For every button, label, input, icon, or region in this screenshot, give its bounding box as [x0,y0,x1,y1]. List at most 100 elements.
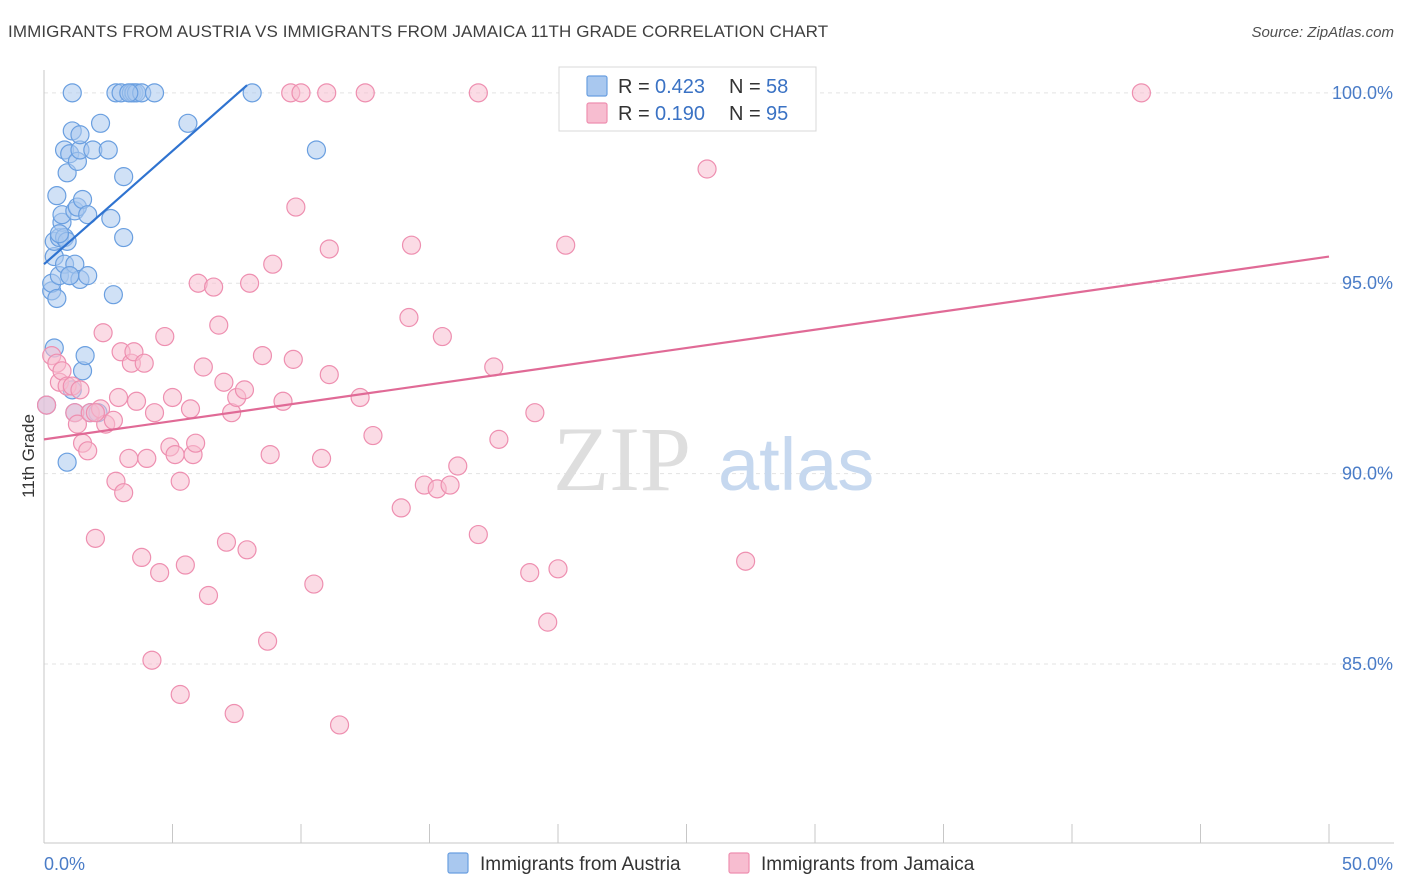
legend-r-label-jamaica: R = [618,103,650,125]
y-tick-labels: 85.0% 90.0% 95.0% 100.0% [1332,83,1393,674]
watermark-atlas: atlas [718,423,874,506]
data-point [240,273,260,293]
data-point [306,140,327,160]
legend-r-value-jamaica: 0.190 [655,103,705,125]
data-point [283,349,303,369]
data-point [329,715,350,735]
data-point [468,524,488,545]
data-point [150,563,170,583]
legend-n-value-austria: 58 [766,76,788,98]
legend-swatch-austria [586,75,608,97]
x-ticks [43,824,1330,843]
legend-n-label-jamaica: N = [729,103,761,125]
legend-r-label-austria: R = [618,76,650,98]
data-point [162,387,183,408]
data-point [155,326,175,347]
data-point [736,551,756,571]
data-point [137,448,157,469]
data-point [350,387,370,408]
trend-line-austria [43,84,248,266]
data-point [114,167,134,187]
data-point [126,391,147,411]
data-point [242,83,262,103]
data-point [399,307,419,328]
data-point [273,391,293,411]
grid-lines [44,92,1394,665]
data-point [1131,83,1151,103]
data-point [252,345,273,366]
data-point [98,140,118,160]
jamaica-points [36,83,1151,735]
data-point [49,224,70,244]
x-tick-label-min: 0.0% [44,854,85,874]
data-point [114,483,134,503]
y-tick-label: 85.0% [1342,654,1393,674]
data-point [440,475,460,495]
data-point [90,113,111,133]
data-point [132,547,152,568]
data-point [170,684,190,705]
data-point [75,345,95,366]
bottom-legend-label-jamaica: Immigrants from Jamaica [761,854,975,875]
data-point [234,380,255,400]
y-tick-label: 95.0% [1342,273,1393,293]
y-tick-label: 100.0% [1332,83,1393,103]
data-point [556,235,576,255]
data-point [70,125,90,145]
bottom-legend-label-austria: Immigrants from Austria [480,854,681,875]
data-point [57,452,77,472]
data-point [93,323,113,343]
data-point [291,83,311,103]
bottom-legend-swatch-jamaica [728,852,750,874]
data-point [484,357,504,377]
austria-points [36,83,327,472]
data-point [119,448,139,469]
bottom-legend-swatch-austria [447,852,469,874]
watermark-zip: ZIP [553,408,691,510]
data-point [391,498,411,518]
data-point [317,83,337,103]
data-point [175,555,195,575]
source-label: Source: ZipAtlas.com [1251,24,1394,41]
data-point [286,197,306,217]
data-point [216,532,237,552]
data-point [204,277,224,297]
data-point [186,433,206,453]
y-tick-label: 90.0% [1342,464,1393,484]
data-point [165,444,185,465]
data-point [103,410,123,430]
data-point [70,380,90,400]
data-point [85,403,106,423]
data-point [142,650,162,670]
data-point [193,357,213,377]
data-point [144,83,165,103]
data-point [548,559,568,579]
legend-swatch-jamaica [586,102,608,124]
chart-title: IMMIGRANTS FROM AUSTRIA VS IMMIGRANTS FR… [8,22,829,41]
data-point [134,353,154,373]
data-point [114,227,134,248]
data-point [520,563,540,583]
data-point [525,403,545,423]
data-point [85,528,106,548]
data-point [47,288,67,309]
data-point [260,444,280,465]
data-point [257,631,278,651]
data-point [538,612,558,632]
data-point [103,285,123,305]
legend: R = 0.423 N = 58 R = 0.190 N = 95 [558,66,817,132]
data-point [62,83,82,103]
legend-n-label-austria: N = [729,76,761,98]
data-point [67,414,88,434]
trend-lines [43,84,1330,441]
y-axis-label: 11th Grade [19,414,38,498]
data-point [319,239,339,259]
data-point [319,365,339,385]
data-point [448,456,468,476]
data-point [36,395,57,415]
data-point [224,703,244,724]
data-point [108,387,129,408]
data-point [263,254,283,274]
data-point [119,83,139,103]
